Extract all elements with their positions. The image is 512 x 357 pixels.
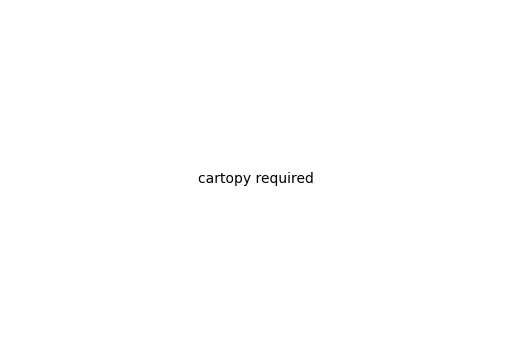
Text: cartopy required: cartopy required [198,171,314,186]
